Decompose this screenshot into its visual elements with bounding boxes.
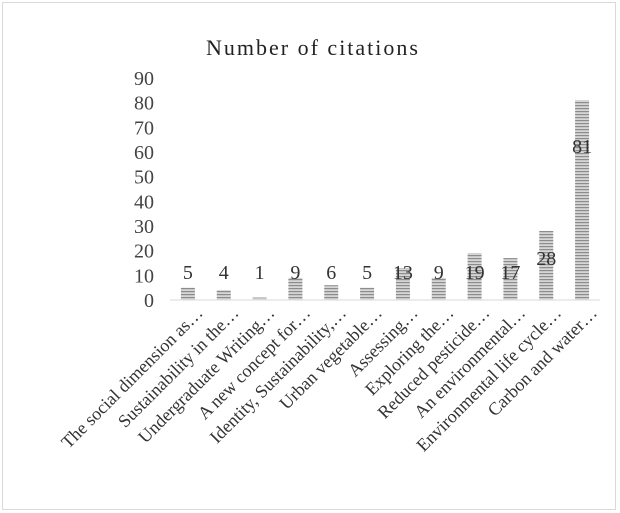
data-label: 9 xyxy=(290,262,300,284)
chart-title: Number of citations xyxy=(206,35,420,60)
y-tick-label: 90 xyxy=(134,68,154,90)
bar xyxy=(539,230,554,300)
bar xyxy=(575,100,590,300)
data-label: 5 xyxy=(362,262,372,284)
bars xyxy=(180,100,590,300)
y-tick-label: 0 xyxy=(144,290,154,312)
bar xyxy=(431,277,446,300)
data-label: 28 xyxy=(536,248,556,270)
x-axis-labels: The social dimension as…Sustainability i… xyxy=(57,303,601,456)
data-label: 5 xyxy=(183,262,193,284)
data-label: 19 xyxy=(465,262,485,284)
y-tick-label: 70 xyxy=(134,117,154,139)
y-tick-label: 10 xyxy=(134,265,154,287)
bar xyxy=(288,277,303,300)
data-label: 9 xyxy=(434,262,444,284)
data-label: 6 xyxy=(326,262,336,284)
bar xyxy=(360,287,375,300)
x-tick-label: The social dimension as… xyxy=(57,303,207,453)
data-label: 4 xyxy=(219,262,229,284)
y-tick-label: 50 xyxy=(134,167,154,189)
data-label: 81 xyxy=(572,136,592,158)
data-label: 13 xyxy=(393,262,413,284)
y-tick-label: 30 xyxy=(134,216,154,238)
y-tick-label: 20 xyxy=(134,241,154,263)
y-tick-label: 60 xyxy=(134,142,154,164)
bar xyxy=(324,285,339,300)
bar xyxy=(395,267,410,300)
data-label: 17 xyxy=(500,262,520,284)
bar xyxy=(467,253,482,300)
bar xyxy=(503,258,518,300)
data-label: 1 xyxy=(255,262,265,284)
y-tick-label: 80 xyxy=(134,93,154,115)
bar xyxy=(252,297,267,300)
bar xyxy=(216,290,231,300)
bar xyxy=(180,287,195,300)
y-tick-label: 40 xyxy=(134,191,154,213)
